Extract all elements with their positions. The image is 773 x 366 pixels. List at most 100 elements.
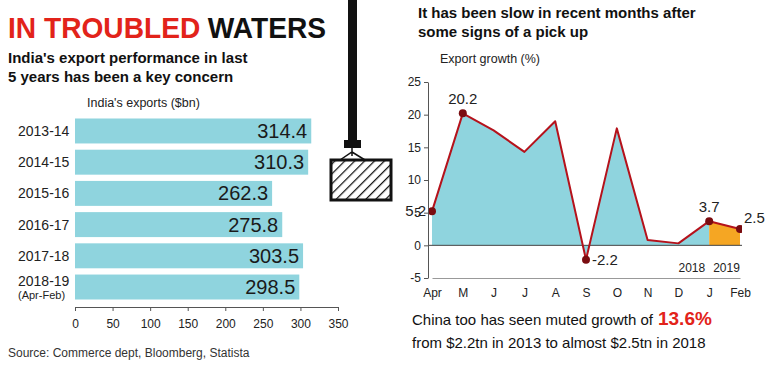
note: China too has seen muted growth of13.6% <box>412 308 712 329</box>
tick-mark <box>424 213 428 214</box>
tick-mark <box>150 307 151 311</box>
tick-mark <box>424 147 428 148</box>
tick: 350 <box>328 307 348 331</box>
data-label: 298.5 <box>245 276 295 298</box>
tick-mark <box>300 307 301 311</box>
data-label: 20.2 <box>448 90 477 107</box>
tick: 20 <box>408 108 428 122</box>
tick-label: J <box>491 286 497 300</box>
category-label: 2018-19(Apr-Feb) <box>18 273 70 301</box>
data-label: 2.5 <box>744 209 765 226</box>
category-label: 2015-16 <box>18 185 70 201</box>
plot-area <box>428 109 742 263</box>
axis-line <box>76 307 339 308</box>
data-label: 303.5 <box>249 245 299 267</box>
tick-label: 250 <box>253 317 273 331</box>
data-label: 3.7 <box>699 198 720 215</box>
note-text: from $2.2tn in 2013 to almost $2.5tn in … <box>412 334 706 351</box>
subtitle: India's export performance in last <box>8 49 247 66</box>
category-line: 2016-17 <box>18 217 70 233</box>
tick-label: D <box>675 286 684 300</box>
tick: 150 <box>178 307 198 331</box>
line <box>709 221 740 229</box>
category-line: 2014-15 <box>18 154 70 170</box>
axis-line <box>433 278 741 279</box>
tick-label: Feb <box>730 286 751 300</box>
data-label: 5.2 <box>405 202 426 219</box>
tick-label: M <box>458 286 468 300</box>
data-label: 310.3 <box>254 151 304 173</box>
tick-mark <box>424 245 428 246</box>
category-line: 2013-14 <box>18 123 70 139</box>
tick: 50 <box>106 307 120 331</box>
data-label: 262.3 <box>218 182 268 204</box>
marker <box>705 217 713 225</box>
tick-label: 10 <box>408 173 422 187</box>
tick-mark <box>424 115 428 116</box>
bar <box>75 181 272 206</box>
tick-label: 50 <box>106 317 120 331</box>
tick-mark <box>225 307 226 311</box>
crane-graphic <box>331 0 391 200</box>
tick-label: O <box>613 286 622 300</box>
tick: Feb <box>730 286 751 300</box>
tick-label: 100 <box>141 317 161 331</box>
tick: 200 <box>216 307 236 331</box>
area <box>432 113 709 259</box>
tick: 100 <box>141 307 161 331</box>
bars <box>75 118 311 299</box>
title-part: WATERS <box>208 11 326 44</box>
x-axis: 0 50 100 150 200 250 300 350 <box>72 307 349 331</box>
bar <box>75 243 303 268</box>
data-label: 314.4 <box>257 120 307 142</box>
note-text: China too has seen muted growth of <box>412 311 654 328</box>
tick: M <box>458 286 468 300</box>
tick-label: 150 <box>178 317 198 331</box>
category-line: (Apr-Feb) <box>18 289 65 301</box>
subtitle: It has been slow in recent months after <box>418 4 696 21</box>
crane-hook <box>344 140 361 148</box>
tick: O <box>613 286 622 300</box>
tick: D <box>675 286 684 300</box>
marker <box>582 256 590 264</box>
line <box>432 113 709 259</box>
axis-title: Export growth (%) <box>440 52 540 66</box>
tick: A <box>552 286 560 300</box>
tick: 300 <box>291 307 311 331</box>
bar <box>75 150 308 175</box>
crane-cable <box>340 148 365 160</box>
zero-line <box>428 245 742 246</box>
data-label: -2.2 <box>592 251 618 268</box>
area <box>709 221 740 245</box>
data-label: 275.8 <box>228 214 278 236</box>
tick: 250 <box>253 307 273 331</box>
tick-label: 0 <box>414 239 421 253</box>
tick: 5 <box>414 206 428 220</box>
container <box>331 160 391 200</box>
tick-label: A <box>552 286 560 300</box>
tick-label: N <box>644 286 653 300</box>
tick-label: 0 <box>72 317 79 331</box>
tick-mark <box>424 278 428 279</box>
tick: J <box>707 286 713 300</box>
subtitle: 5 years has been a key concern <box>8 68 233 85</box>
category-label: 2013-14 <box>18 123 70 139</box>
subtitle: some signs of a pick up <box>418 23 588 40</box>
bar <box>75 118 311 143</box>
bar <box>75 275 299 300</box>
tick-mark <box>424 82 428 83</box>
category-label: 2017-18 <box>18 248 70 264</box>
x-axis: AprMJJASONDJFeb <box>423 279 751 300</box>
y-axis: -50510152025 <box>408 75 429 285</box>
tick: J <box>522 286 528 300</box>
axis-line <box>428 83 429 279</box>
tick: -5 <box>410 271 428 285</box>
category-label: 2016-17 <box>18 217 70 233</box>
tick-label: 15 <box>408 141 422 155</box>
source: Source: Commerce dept, Bloomberg, Statis… <box>8 346 250 360</box>
data-labels: 5.2 20.2 -2.2 3.7 2.5 <box>405 90 765 267</box>
tick-label: 20 <box>408 108 422 122</box>
tick: S <box>582 286 590 300</box>
tick: 0 <box>72 307 79 331</box>
title-part: IN TROUBLED <box>8 11 200 44</box>
